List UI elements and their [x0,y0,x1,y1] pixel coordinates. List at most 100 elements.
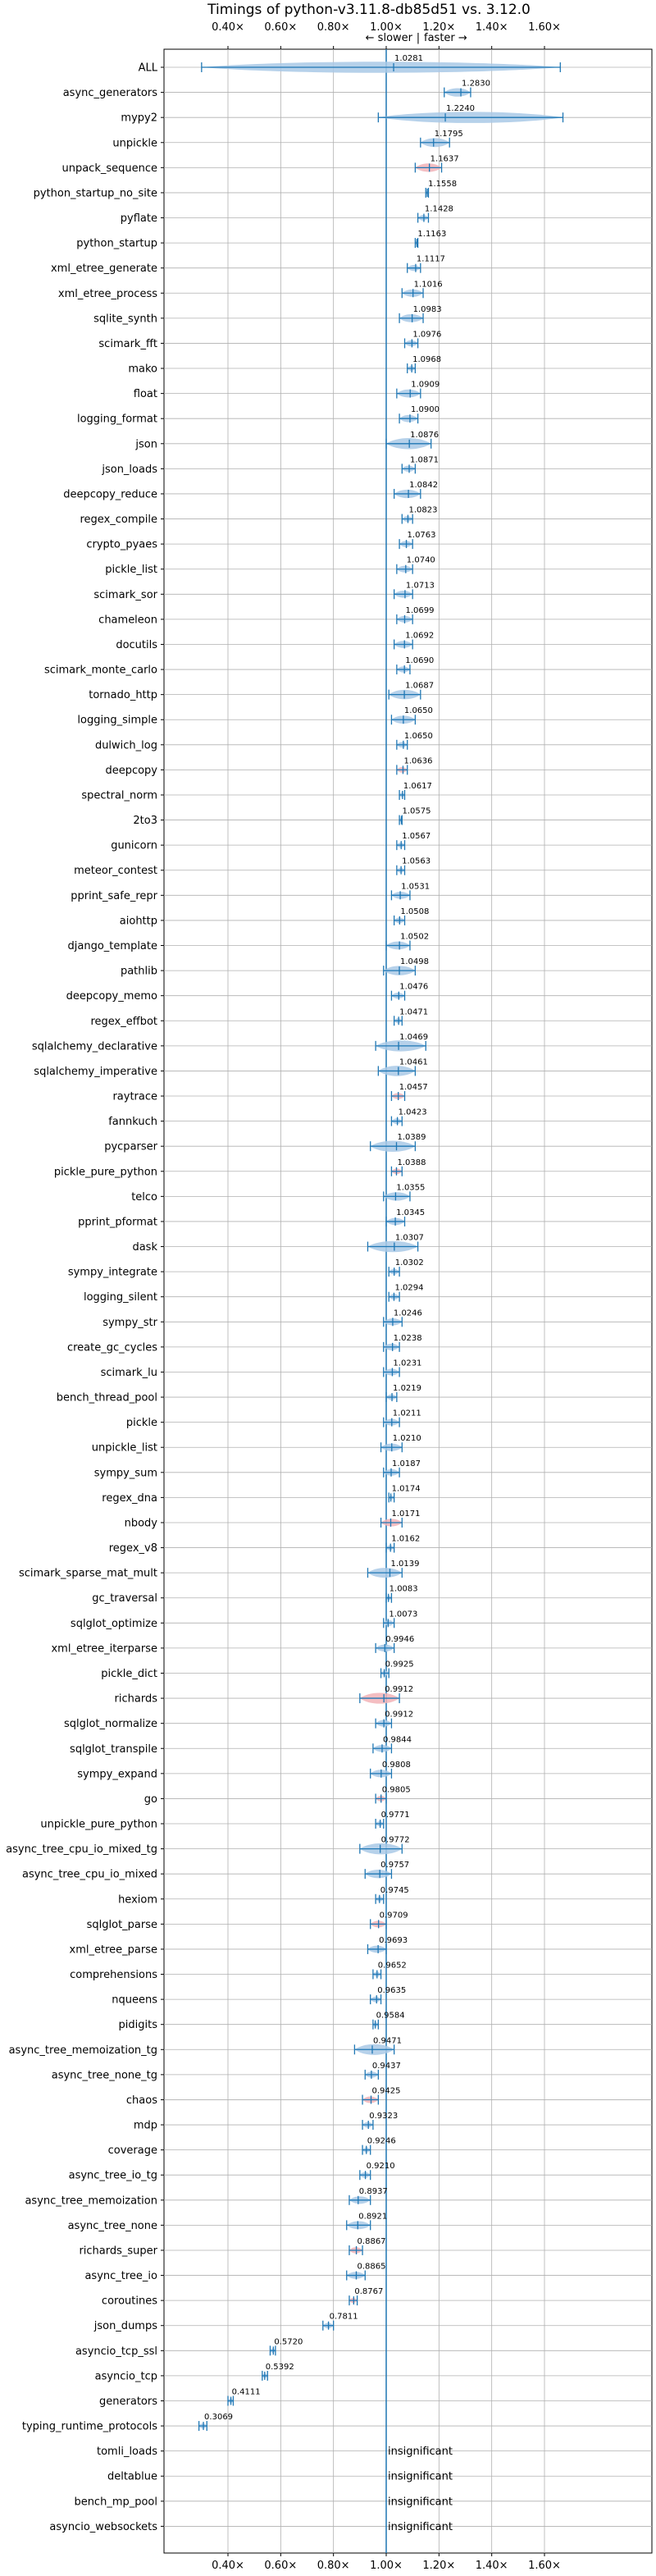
value-label: 1.0713 [406,581,435,590]
value-label: 1.0650 [404,706,433,715]
benchmark-label: deepcopy [105,765,157,777]
benchmark-label: xml_etree_process [58,288,157,300]
benchmark-label: async_tree_cpu_io_mixed [22,1869,157,1881]
benchmark-label: coroutines [102,2295,157,2308]
value-label: 1.0302 [395,1258,424,1267]
benchmark-label: gunicorn [111,840,157,852]
chart-title: Timings of python-v3.11.8-db85d51 vs. 3.… [207,2,531,18]
benchmark-label: mdp [134,2120,157,2132]
value-label: 1.0355 [396,1183,425,1192]
value-label: 1.1428 [425,205,453,214]
benchmark-label: pycparser [104,1141,157,1153]
benchmark-label: django_template [68,940,157,952]
value-label: 1.0508 [400,907,429,916]
x-tick-label-bottom: 0.80× [317,2560,350,2572]
benchmark-label: float [134,388,157,400]
benchmark-label: sqlalchemy_imperative [34,1066,157,1078]
benchmark-label: logging_simple [77,715,157,727]
value-label: 1.0900 [411,405,440,414]
value-label: 1.0174 [392,1484,421,1493]
benchmark-label: xml_etree_iterparse [51,1642,157,1655]
x-tick-label-top: 1.40× [476,21,508,34]
benchmark-label: docutils [116,639,157,651]
value-label: 1.0976 [412,330,441,339]
benchmark-label: python_startup_no_site [34,187,157,199]
value-label: 1.0740 [407,556,435,565]
value-label: 0.8921 [358,2212,387,2221]
benchmark-label: xml_etree_generate [51,263,157,275]
benchmark-label: async_tree_memoization_tg [9,2044,157,2057]
value-label: 1.0531 [401,882,430,891]
value-label: 0.7811 [330,2313,358,2322]
value-label: 0.9808 [382,1761,411,1770]
benchmark-label: tomli_loads [97,2446,157,2458]
value-label: 1.1117 [417,255,445,264]
benchmark-label: logging_format [77,413,157,426]
value-label: 1.0692 [405,631,434,640]
value-label: 1.0575 [402,807,430,816]
x-tick-label-bottom: 1.40× [476,2560,508,2572]
value-label: 1.0636 [403,756,432,765]
benchmark-label: mypy2 [121,112,157,125]
x-tick-label-bottom: 0.40× [212,2560,244,2572]
benchmark-label: chaos [126,2094,157,2107]
value-label: 1.1558 [428,180,457,189]
value-label: 0.9584 [376,2012,405,2021]
benchmark-label: unpickle_list [92,1442,157,1455]
benchmark-label: nqueens [112,1994,157,2007]
value-label: 0.9635 [377,1986,406,1995]
benchmark-label: sympy_sum [94,1467,157,1479]
benchmark-label: coverage [108,2144,157,2157]
benchmark-label: dask [132,1241,157,1254]
value-label: 1.1163 [417,230,446,239]
x-tick-label-bottom: 1.20× [422,2560,455,2572]
benchmark-label: ALL [139,62,158,75]
benchmark-label: async_tree_cpu_io_mixed_tg [6,1843,157,1856]
value-label: 1.0073 [389,1610,417,1619]
benchmark-label: pidigits [119,2019,158,2031]
value-label: 0.9805 [382,1785,411,1794]
benchmark-label: dulwich_log [95,739,157,751]
benchmark-label: async_tree_none [68,2220,157,2232]
value-label: 1.0876 [410,431,439,440]
benchmark-label: async_tree_io [84,2270,157,2282]
benchmark-label: sqlite_synth [93,313,157,325]
value-label: 0.9709 [380,1911,408,1920]
benchmark-label: chameleon [98,614,157,626]
value-label: 1.0687 [405,682,434,691]
benchmark-label: regex_compile [80,514,157,526]
value-label: 0.9425 [372,2086,401,2095]
value-label: 1.2240 [446,104,475,113]
benchmark-label: hexiom [118,1893,157,1906]
benchmark-label: bench_mp_pool [74,2496,157,2508]
benchmark-label: raytrace [112,1091,157,1103]
x-tick-label-top: 0.80× [317,21,350,34]
benchmark-label: meteor_contest [74,865,157,877]
value-label: 1.0763 [408,531,436,540]
value-label: 1.2830 [462,80,490,89]
x-tick-label-top: 0.40× [212,21,244,34]
value-label: 1.0502 [400,933,429,942]
benchmark-label: async_tree_none_tg [52,2069,157,2081]
x-tick-label-top: 0.60× [264,21,297,34]
value-label: 1.0476 [399,983,428,992]
value-label: 0.9246 [367,2137,396,2146]
value-label: 1.0211 [393,1409,421,1418]
benchmark-label: mako [128,363,157,376]
insignificant-label: insignificant [388,2446,453,2458]
value-label: 1.0139 [390,1560,419,1569]
insignificant-label: insignificant [388,2471,453,2483]
benchmark-label: asyncio_tcp [95,2370,157,2382]
value-label: 0.9925 [385,1660,414,1669]
benchmark-label: pprint_safe_repr [71,890,157,902]
benchmark-label: asyncio_websockets [49,2521,157,2533]
value-label: 1.0345 [396,1208,425,1217]
plot-frame [163,48,653,2554]
value-label: 0.9471 [373,2036,402,2045]
value-label: 1.0617 [403,782,432,791]
benchmark-label: unpickle_pure_python [40,1819,157,1831]
benchmark-label: pathlib [121,966,157,978]
benchmark-label: asyncio_tcp_ssl [75,2345,157,2358]
value-label: 0.9912 [385,1710,413,1720]
